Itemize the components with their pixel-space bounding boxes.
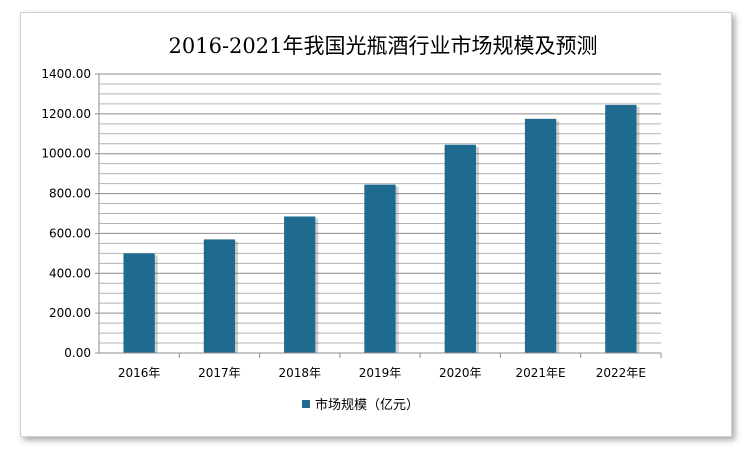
x-tick-label: 2018年 — [278, 366, 321, 380]
y-tick-label: 1200.00 — [41, 107, 91, 121]
bar — [284, 216, 316, 353]
chart-frame: 2016-2021年我国光瓶酒行业市场规模及预测 0.00 200.00 400.0… — [20, 12, 732, 437]
legend-swatch — [302, 400, 310, 408]
x-tick-label: 2022年E — [596, 366, 646, 380]
x-tick-label: 2019年 — [359, 366, 402, 380]
bar — [364, 184, 396, 353]
y-tick-label: 0.00 — [64, 346, 91, 360]
y-tick-label: 600.00 — [49, 226, 91, 240]
x-tick-label: 2021年E — [516, 366, 566, 380]
bar — [123, 253, 155, 353]
y-tick-label: 800.00 — [49, 187, 91, 201]
y-tick-label: 200.00 — [49, 306, 91, 320]
x-tick-label: 2016年 — [118, 366, 161, 380]
bars — [123, 104, 640, 353]
bar — [203, 239, 236, 353]
bar — [444, 144, 476, 353]
y-tick-label: 1000.00 — [41, 147, 91, 161]
x-tick-label: 2020年 — [439, 366, 482, 380]
chart-title: 2016-2021年我国光瓶酒行业市场规模及预测 — [169, 34, 598, 58]
bar — [524, 118, 557, 353]
y-axis-ticks: 0.00 200.00 400.00 600.00 800.00 1000.00 1200.… — [41, 67, 99, 360]
legend: 市场规模（亿元） — [302, 397, 419, 413]
x-axis-ticks: 2016年 2017年 2018年 2019年 2020年 2021年E 2022年E — [118, 353, 662, 380]
x-tick-label: 2017年 — [198, 366, 241, 380]
y-tick-label: 400.00 — [49, 266, 91, 280]
y-tick-label: 1400.00 — [41, 67, 91, 81]
bar-chart: 2016-2021年我国光瓶酒行业市场规模及预测 0.00 200.00 400.0… — [41, 34, 662, 413]
bar — [605, 104, 637, 353]
legend-label: 市场规模（亿元） — [315, 397, 419, 413]
